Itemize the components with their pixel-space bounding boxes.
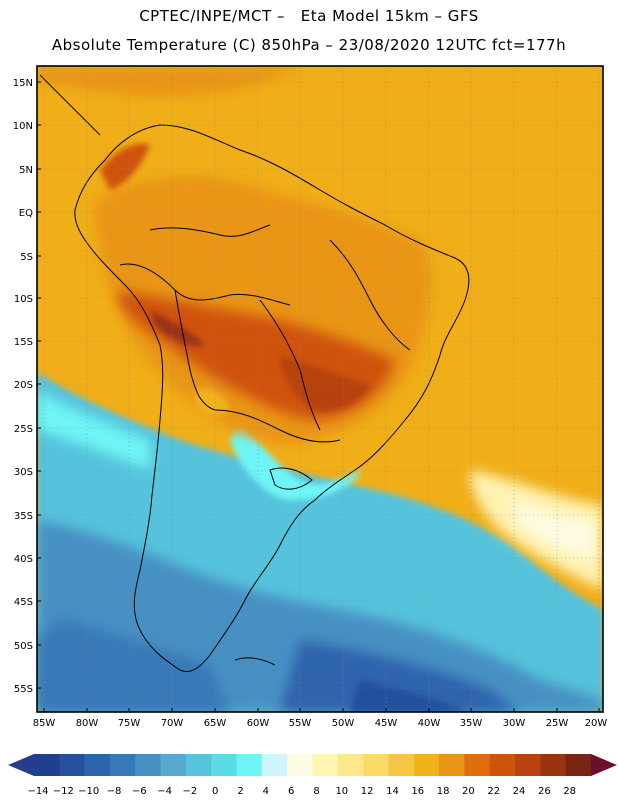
colorbar-swatch xyxy=(34,754,60,776)
lat-label-20s: 20S xyxy=(14,380,33,391)
lat-labels: 15N 10N 5N EQ 5S 10S 15S 20S 25S 30S 35S… xyxy=(13,78,33,695)
lon-label-70w: 70W xyxy=(161,718,184,729)
colorbar-swatch xyxy=(185,754,212,776)
colorbar-label: −10 xyxy=(78,786,99,797)
lon-label-65w: 65W xyxy=(204,718,227,729)
lon-labels: 85W 80W 75W 70W 65W 60W 55W 50W 45W 40W … xyxy=(33,718,608,729)
colorbar-swatch xyxy=(109,754,136,776)
colorbar-swatch xyxy=(388,754,415,776)
colorbar-low-arrow xyxy=(8,754,34,776)
lat-label-5n: 5N xyxy=(19,165,33,176)
lon-label-20w: 20W xyxy=(585,718,608,729)
lon-label-45w: 45W xyxy=(375,718,398,729)
colorbar-swatch xyxy=(464,754,491,776)
lon-label-85w: 85W xyxy=(33,718,56,729)
colorbar-label: 12 xyxy=(361,786,374,797)
lon-label-25w: 25W xyxy=(546,718,569,729)
lat-label-10n: 10N xyxy=(13,121,33,132)
colorbar-label: 26 xyxy=(538,786,551,797)
colorbar-swatch xyxy=(236,754,263,776)
colorbar-label: 4 xyxy=(263,786,269,797)
colorbar-label: 10 xyxy=(335,786,348,797)
colorbar-swatch xyxy=(413,754,440,776)
colorbar-swatches xyxy=(34,754,592,776)
colorbar-swatch xyxy=(489,754,516,776)
colorbar-label: 2 xyxy=(237,786,243,797)
lat-label-30s: 30S xyxy=(14,467,33,478)
colorbar-high-arrow xyxy=(591,754,617,776)
colorbar-label: 22 xyxy=(487,786,500,797)
lon-label-40w: 40W xyxy=(418,718,441,729)
colorbar-swatch xyxy=(211,754,238,776)
colorbar-swatch xyxy=(565,754,592,776)
axis-ticks xyxy=(37,81,600,712)
lon-label-80w: 80W xyxy=(76,718,99,729)
lat-label-45s: 45S xyxy=(14,597,33,608)
lat-label-35s: 35S xyxy=(14,511,33,522)
colorbar-swatch xyxy=(540,754,567,776)
colorbar-swatch xyxy=(515,754,541,776)
lat-label-25s: 25S xyxy=(14,424,33,435)
colorbar-label: −4 xyxy=(157,786,172,797)
colorbar-swatch xyxy=(135,754,162,776)
colorbar-swatch xyxy=(439,754,465,776)
map-frame xyxy=(36,65,604,713)
lon-label-35w: 35W xyxy=(460,718,483,729)
temperature-field xyxy=(37,66,603,712)
colorbar-swatch xyxy=(160,754,187,776)
colorbar-label: 18 xyxy=(437,786,450,797)
lon-label-55w: 55W xyxy=(289,718,312,729)
colorbar-label: 28 xyxy=(563,786,576,797)
colorbar-label: −6 xyxy=(132,786,147,797)
colorbar: −14 −12 −10 −8 −6 −4 −2 0 2 4 6 8 10 12 14 16 18 20 22 24 26… xyxy=(8,754,617,797)
colorbar-swatch xyxy=(312,754,339,776)
colorbar-label: 20 xyxy=(462,786,475,797)
colorbar-label: −12 xyxy=(53,786,74,797)
colorbar-label: −14 xyxy=(27,786,48,797)
map-subtitle: Absolute Temperature (C) 850hPa – 23/08/… xyxy=(51,36,567,54)
colorbar-swatch xyxy=(337,754,364,776)
colorbar-label: 6 xyxy=(288,786,294,797)
lon-label-75w: 75W xyxy=(118,718,141,729)
colorbar-label: −8 xyxy=(107,786,122,797)
lon-label-50w: 50W xyxy=(332,718,355,729)
colorbar-label: 24 xyxy=(513,786,526,797)
lon-label-60w: 60W xyxy=(247,718,270,729)
colorbar-label: 14 xyxy=(386,786,399,797)
colorbar-swatch xyxy=(363,754,389,776)
colorbar-labels: −14 −12 −10 −8 −6 −4 −2 0 2 4 6 8 10 12 14 16 18 20 22 24 26… xyxy=(27,786,576,797)
lat-label-10s: 10S xyxy=(14,294,33,305)
lat-label-40s: 40S xyxy=(14,554,33,565)
lat-label-15s: 15S xyxy=(14,337,33,348)
colorbar-label: 0 xyxy=(212,786,218,797)
lat-label-5s: 5S xyxy=(20,252,33,263)
map-title: CPTEC/INPE/MCT – Eta Model 15km – GFS xyxy=(139,7,479,25)
colorbar-label: −2 xyxy=(183,786,198,797)
colorbar-label: 8 xyxy=(313,786,319,797)
colorbar-label: 16 xyxy=(411,786,424,797)
colorbar-swatch xyxy=(261,754,288,776)
lon-label-30w: 30W xyxy=(503,718,526,729)
colorbar-swatch xyxy=(59,754,86,776)
lat-label-50s: 50S xyxy=(14,641,33,652)
coastlines xyxy=(39,74,470,673)
lat-label-55s: 55S xyxy=(14,684,33,695)
lat-label-eq: EQ xyxy=(19,208,33,219)
colorbar-swatch xyxy=(84,754,111,776)
lat-label-15n: 15N xyxy=(13,78,33,89)
colorbar-swatch xyxy=(287,754,313,776)
